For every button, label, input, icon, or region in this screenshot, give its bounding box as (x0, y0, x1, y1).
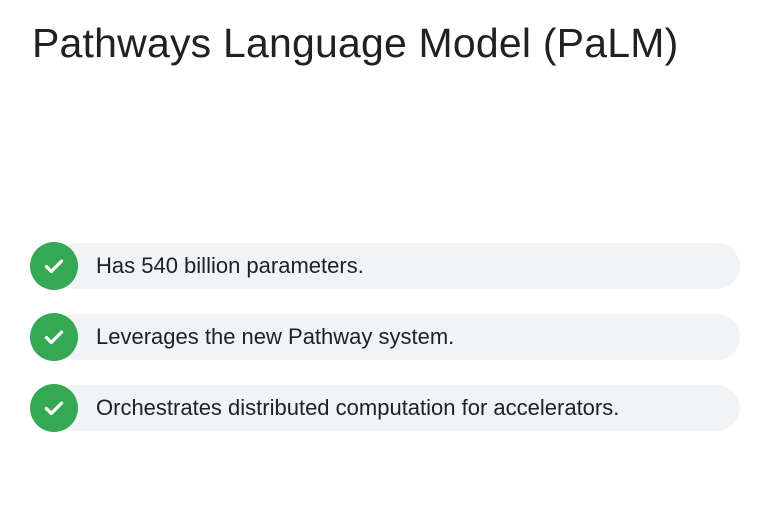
list-item-text: Has 540 billion parameters. (96, 253, 364, 278)
slide-title: Pathways Language Model (PaLM) (32, 20, 679, 66)
list-item-text: Leverages the new Pathway system. (96, 324, 455, 349)
check-circle-icon (30, 313, 78, 361)
check-circle-icon (30, 384, 78, 432)
list-item-background (52, 243, 740, 289)
check-circle-icon (30, 242, 78, 290)
list-item: Orchestrates distributed computation for… (30, 384, 740, 432)
list-item-text: Orchestrates distributed computation for… (96, 395, 620, 420)
list-item-background (52, 314, 740, 360)
list-item: Leverages the new Pathway system. (30, 313, 740, 361)
feature-list: Has 540 billion parameters. Leverages th… (30, 242, 740, 455)
list-item: Has 540 billion parameters. (30, 242, 740, 290)
list-item-background (52, 385, 740, 431)
